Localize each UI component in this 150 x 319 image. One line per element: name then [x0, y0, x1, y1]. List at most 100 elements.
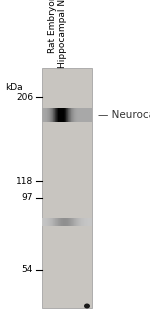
Bar — [61, 218, 62, 226]
Bar — [54, 108, 55, 122]
Bar — [62, 218, 63, 226]
Bar — [47, 218, 48, 226]
Bar — [66, 218, 67, 226]
Bar — [91, 108, 92, 122]
Text: 118: 118 — [16, 176, 33, 186]
Bar — [88, 108, 89, 122]
Bar — [73, 218, 74, 226]
Bar — [45, 108, 46, 122]
Bar — [51, 108, 52, 122]
Bar — [52, 108, 53, 122]
Bar — [60, 218, 61, 226]
Bar — [74, 108, 75, 122]
Bar — [71, 108, 72, 122]
Bar — [65, 218, 66, 226]
Bar — [57, 108, 58, 122]
Bar — [76, 218, 77, 226]
Text: 206: 206 — [16, 93, 33, 101]
Bar — [71, 218, 72, 226]
Bar — [91, 218, 92, 226]
Bar — [70, 108, 71, 122]
Bar — [75, 218, 76, 226]
Bar — [43, 218, 44, 226]
Bar — [81, 218, 82, 226]
Bar — [67, 108, 68, 122]
Bar — [65, 108, 66, 122]
Bar — [84, 218, 85, 226]
Bar — [86, 218, 87, 226]
Bar — [53, 218, 54, 226]
Bar — [46, 218, 47, 226]
Bar — [54, 218, 55, 226]
Bar — [80, 108, 81, 122]
Bar — [79, 218, 80, 226]
Bar — [42, 108, 43, 122]
Bar — [49, 108, 50, 122]
Bar — [50, 218, 51, 226]
Bar — [45, 218, 46, 226]
Text: — Neurocan: — Neurocan — [98, 110, 150, 120]
Bar — [68, 108, 69, 122]
Bar — [76, 108, 77, 122]
Bar — [89, 108, 90, 122]
Bar — [60, 108, 61, 122]
Bar — [63, 108, 64, 122]
Bar — [89, 218, 90, 226]
Bar — [47, 108, 48, 122]
Bar — [73, 108, 74, 122]
Bar — [87, 108, 88, 122]
Bar — [90, 108, 91, 122]
Bar — [74, 218, 75, 226]
Bar — [88, 218, 89, 226]
Bar — [59, 218, 60, 226]
Bar — [43, 108, 44, 122]
Bar — [68, 218, 69, 226]
Text: 97: 97 — [21, 194, 33, 203]
Bar — [67, 218, 68, 226]
Bar — [56, 218, 57, 226]
Bar — [77, 218, 78, 226]
Bar — [81, 108, 82, 122]
Bar — [90, 218, 91, 226]
Bar — [87, 218, 88, 226]
Bar — [50, 108, 51, 122]
Text: 54: 54 — [22, 265, 33, 275]
Bar — [55, 108, 56, 122]
Bar — [78, 218, 79, 226]
Bar — [42, 68, 92, 308]
Bar — [49, 218, 50, 226]
Bar — [83, 108, 84, 122]
Bar — [58, 218, 59, 226]
Bar — [55, 218, 56, 226]
Bar — [53, 108, 54, 122]
Bar — [62, 108, 63, 122]
Bar — [63, 218, 64, 226]
Bar — [85, 108, 86, 122]
Bar — [82, 108, 83, 122]
Bar — [86, 108, 87, 122]
Bar — [58, 108, 59, 122]
Bar — [78, 108, 79, 122]
Bar — [57, 218, 58, 226]
Bar — [70, 218, 71, 226]
Text: kDa: kDa — [5, 84, 23, 93]
Bar — [44, 218, 45, 226]
Bar — [66, 108, 67, 122]
Text: Rat Embryonic
Hippocampal Neuron: Rat Embryonic Hippocampal Neuron — [48, 0, 67, 68]
Ellipse shape — [84, 303, 90, 308]
Bar — [46, 108, 47, 122]
Bar — [84, 108, 85, 122]
Bar — [48, 218, 49, 226]
Bar — [69, 108, 70, 122]
Bar — [72, 108, 73, 122]
Bar — [44, 108, 45, 122]
Bar — [59, 108, 60, 122]
Bar — [82, 218, 83, 226]
Bar — [64, 108, 65, 122]
Bar — [64, 218, 65, 226]
Bar — [61, 108, 62, 122]
Bar — [72, 218, 73, 226]
Bar — [42, 218, 43, 226]
Bar — [77, 108, 78, 122]
Bar — [48, 108, 49, 122]
